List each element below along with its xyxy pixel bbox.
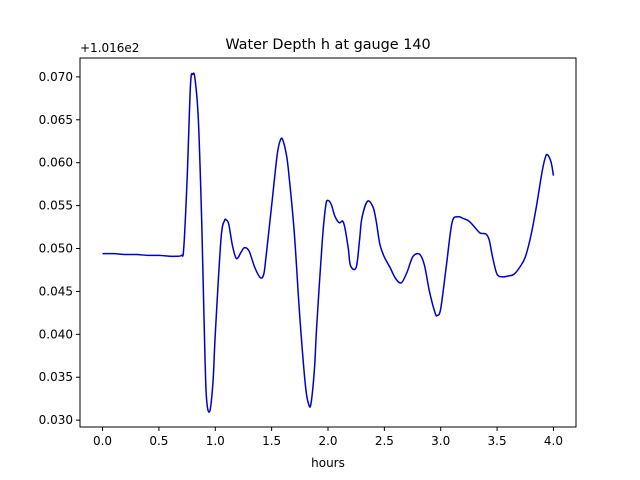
y-tick-label: 0.055 bbox=[39, 199, 73, 213]
x-tick-label: 2.0 bbox=[318, 434, 337, 448]
x-tick-label: 3.5 bbox=[488, 434, 507, 448]
x-tick-label: 0.0 bbox=[93, 434, 112, 448]
x-tick-label: 1.0 bbox=[206, 434, 225, 448]
x-axis-ticks: 0.0 0.5 1.0 1.5 2.0 2.5 3.0 3.5 4.0 bbox=[93, 427, 563, 448]
x-tick-label: 1.5 bbox=[262, 434, 281, 448]
axes-frame bbox=[79, 57, 577, 428]
y-tick-label: 0.045 bbox=[39, 284, 73, 298]
y-tick-label: 0.070 bbox=[39, 70, 73, 84]
x-axis-label: hours bbox=[311, 456, 345, 470]
y-axis-ticks: 0.030 0.035 0.040 0.045 0.050 0.055 0.060 0.065… bbox=[39, 70, 80, 427]
y-tick-label: 0.040 bbox=[39, 327, 73, 341]
y-tick-label: 0.060 bbox=[39, 156, 73, 170]
x-tick-label: 3.0 bbox=[431, 434, 450, 448]
y-tick-label: 0.030 bbox=[39, 413, 73, 427]
y-offset-label: +1.016e2 bbox=[80, 41, 139, 55]
x-tick-label: 4.0 bbox=[544, 434, 563, 448]
x-tick-label: 0.5 bbox=[149, 434, 168, 448]
x-tick-label: 2.5 bbox=[375, 434, 394, 448]
chart-title: Water Depth h at gauge 140 bbox=[225, 37, 430, 53]
y-tick-label: 0.035 bbox=[39, 370, 73, 384]
series-layer bbox=[102, 72, 555, 413]
y-tick-label: 0.065 bbox=[39, 113, 73, 127]
y-tick-label: 0.050 bbox=[39, 242, 73, 256]
series-line-0 bbox=[102, 72, 555, 413]
